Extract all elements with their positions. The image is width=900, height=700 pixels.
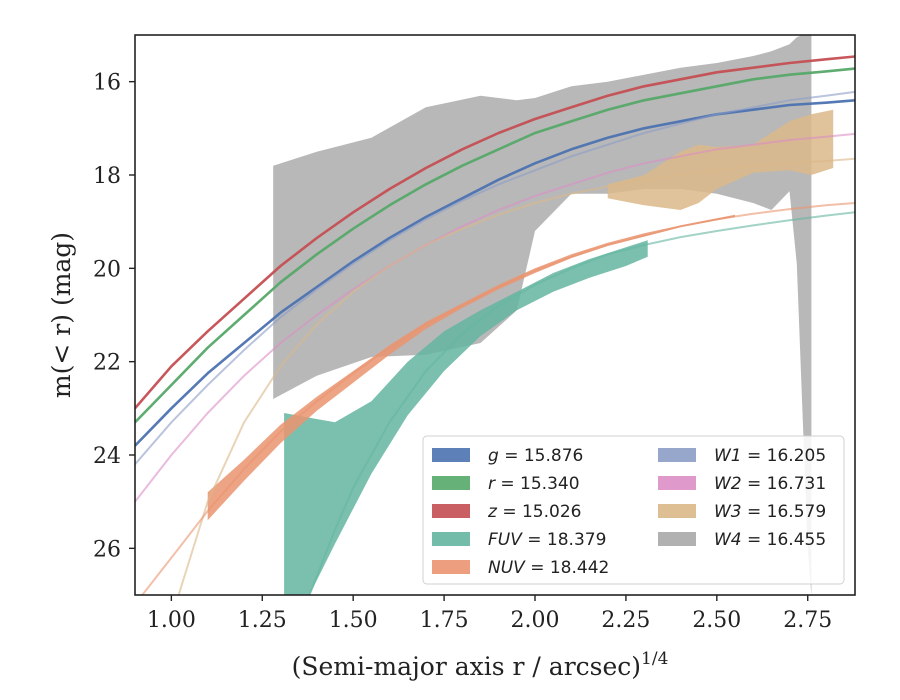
- x-tick-label: 2.25: [601, 608, 650, 633]
- x-axis: 1.00 1.25 1.50 1.75 2.00 2.25 2.50 2.75: [147, 595, 832, 633]
- legend-swatch-w2: [658, 476, 696, 490]
- legend-label-g: g = 15.876: [488, 446, 583, 466]
- legend-label-w2: W2 = 16.731: [714, 474, 826, 494]
- legend: g = 15.876 r = 15.340 z = 15.026 FUV = 18.3…: [423, 436, 844, 584]
- legend-swatch-nuv: [432, 560, 470, 574]
- legend-label-w4: W4 = 16.455: [714, 530, 826, 550]
- x-tick-label: 2.50: [692, 608, 741, 633]
- y-tick-label: 18: [93, 164, 121, 189]
- x-tick-label: 2.75: [783, 608, 832, 633]
- x-tick-label: 1.25: [238, 608, 287, 633]
- legend-label-w3: W3 = 16.579: [714, 502, 826, 522]
- legend-swatch-r: [432, 476, 470, 490]
- y-tick-label: 22: [93, 351, 121, 376]
- legend-swatch-w3: [658, 504, 696, 518]
- x-tick-label: 1.00: [147, 608, 196, 633]
- legend-label-w1: W1 = 16.205: [714, 446, 826, 466]
- legend-swatch-w1: [658, 448, 696, 462]
- y-tick-label: 24: [93, 444, 121, 469]
- x-tick-label: 1.50: [329, 608, 378, 633]
- magnitude-profile-chart: 1.00 1.25 1.50 1.75 2.00 2.25 2.50 2.75 16 18 20 2…: [0, 0, 900, 700]
- legend-swatch-z: [432, 504, 470, 518]
- x-tick-label: 1.75: [420, 608, 469, 633]
- y-tick-label: 20: [93, 257, 121, 282]
- legend-label-r: r = 15.340: [488, 474, 580, 494]
- legend-label-fuv: FUV = 18.379: [488, 530, 606, 550]
- legend-swatch-g: [432, 448, 470, 462]
- legend-swatch-fuv: [432, 532, 470, 546]
- y-tick-label: 26: [93, 537, 121, 562]
- x-axis-label: (Semi-major axis r / arcsec)1/4: [292, 649, 669, 681]
- y-axis-label: m(< r) (mag): [47, 232, 76, 398]
- x-tick-label: 2.00: [511, 608, 560, 633]
- y-axis: 16 18 20 22 24 26: [93, 71, 135, 563]
- legend-label-nuv: NUV = 18.442: [488, 558, 609, 578]
- y-tick-label: 16: [93, 71, 121, 96]
- legend-label-z: z = 15.026: [487, 502, 581, 522]
- x-axis-label-exponent: 1/4: [641, 649, 668, 669]
- legend-swatch-w4: [658, 532, 696, 546]
